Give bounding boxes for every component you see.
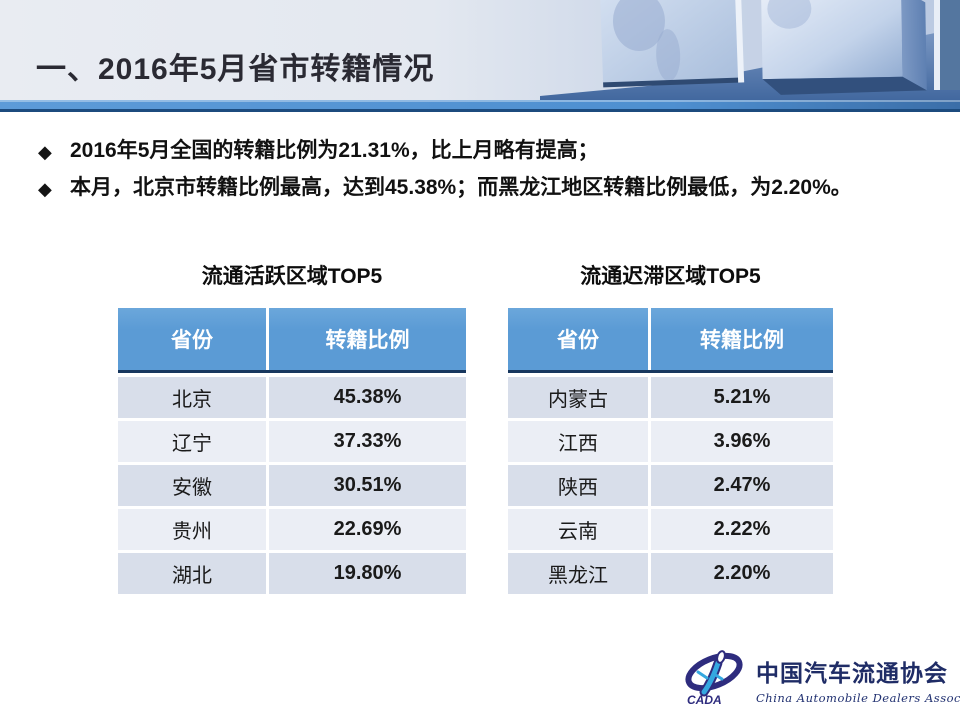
cell-ratio: 2.22% (651, 509, 833, 550)
table-row: 辽宁 37.33% (118, 421, 466, 462)
cell-ratio: 30.51% (269, 465, 466, 506)
table-header-row: 省份 转籍比例 (508, 308, 833, 373)
table-header-row: 省份 转籍比例 (118, 308, 466, 373)
cada-acronym: CADA (687, 693, 722, 706)
logo-text-block: 中国汽车流通协会 China Automobile Dealers Associ… (756, 648, 960, 705)
cell-province: 黑龙江 (508, 553, 648, 594)
globe-cubes-decoration (540, 0, 960, 100)
cell-ratio: 22.69% (269, 509, 466, 550)
bullet-text: 本月，北京市转籍比例最高，达到45.38%；而黑龙江地区转籍比例最低，为2.20… (70, 176, 852, 199)
active-table-title: 流通活跃区域TOP5 (201, 265, 383, 288)
header-cell-province: 省份 (508, 308, 648, 370)
slide-title: 一、2016年5月省市转籍情况 (36, 53, 435, 86)
cell-province: 安徽 (118, 465, 266, 506)
table-row: 北京 45.38% (118, 377, 466, 418)
slide-header-band: 一、2016年5月省市转籍情况 (0, 0, 960, 100)
cell-ratio: 5.21% (651, 377, 833, 418)
logo-name-cn: 中国汽车流通协会 (756, 660, 948, 687)
diamond-bullet-icon: ◆ (38, 142, 52, 162)
cell-ratio: 3.96% (651, 421, 833, 462)
bullet-text: 2016年5月全国的转籍比例为21.31%，比上月略有提高； (70, 139, 599, 162)
active-regions-table: 省份 转籍比例 北京 45.38% 辽宁 37.33% 安徽 30.51% 贵州… (118, 308, 466, 597)
header-cell-province: 省份 (118, 308, 266, 370)
table-row: 内蒙古 5.21% (508, 377, 833, 418)
cell-province: 江西 (508, 421, 648, 462)
header-divider-bar (0, 100, 960, 112)
table-row: 陕西 2.47% (508, 465, 833, 506)
cada-logo-emblem-icon: CADA (685, 650, 743, 706)
table-row: 云南 2.22% (508, 509, 833, 550)
cell-ratio: 19.80% (269, 553, 466, 594)
cell-ratio: 2.47% (651, 465, 833, 506)
cell-province: 辽宁 (118, 421, 266, 462)
cell-province: 云南 (508, 509, 648, 550)
sluggish-table-title: 流通迟滞区域TOP5 (580, 265, 761, 288)
cell-ratio: 45.38% (269, 377, 466, 418)
diamond-bullet-icon: ◆ (38, 179, 52, 199)
cell-ratio: 2.20% (651, 553, 833, 594)
cell-ratio: 37.33% (269, 421, 466, 462)
sluggish-regions-table: 省份 转籍比例 内蒙古 5.21% 江西 3.96% 陕西 2.47% 云南 2… (508, 308, 833, 597)
cell-province: 陕西 (508, 465, 648, 506)
cell-province: 内蒙古 (508, 377, 648, 418)
bullet-line-2: ◆ 本月，北京市转籍比例最高，达到45.38%；而黑龙江地区转籍比例最低，为2.… (38, 174, 928, 203)
header-cell-ratio: 转籍比例 (651, 308, 833, 370)
cell-province: 湖北 (118, 553, 266, 594)
table-row: 湖北 19.80% (118, 553, 466, 594)
cell-province: 贵州 (118, 509, 266, 550)
cada-logo: CADA 中国汽车流通协会 China Automobile Dealers A… (684, 648, 960, 706)
table-row: 贵州 22.69% (118, 509, 466, 550)
table-row: 黑龙江 2.20% (508, 553, 833, 594)
cell-province: 北京 (118, 377, 266, 418)
logo-name-en: China Automobile Dealers Association (756, 691, 960, 705)
table-row: 安徽 30.51% (118, 465, 466, 506)
header-cell-ratio: 转籍比例 (269, 308, 466, 370)
table-row: 江西 3.96% (508, 421, 833, 462)
bullet-line-1: ◆ 2016年5月全国的转籍比例为21.31%，比上月略有提高； (38, 137, 928, 166)
